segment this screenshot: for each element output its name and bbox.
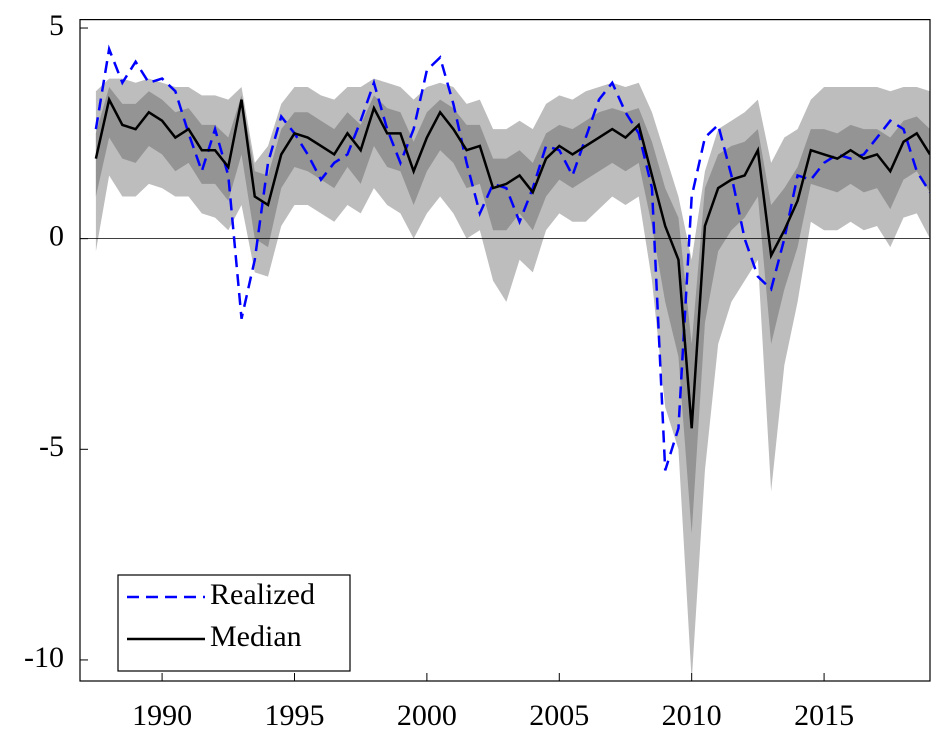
legend: Realized Median <box>117 574 351 672</box>
y-tick-label: 5 <box>49 9 64 42</box>
band <box>95 87 930 534</box>
series-line <box>94 44 930 471</box>
x-tick-label: 2015 <box>794 699 854 732</box>
legend-label: Median <box>210 620 302 653</box>
x-tick-label: 2000 <box>397 699 457 732</box>
y-tick-label: -5 <box>39 430 64 463</box>
plot <box>80 44 930 681</box>
y-tick-label: 0 <box>49 220 64 253</box>
legend-box <box>117 574 351 672</box>
x-tick-label: 2010 <box>662 699 722 732</box>
y-tick-label: -10 <box>24 641 64 674</box>
x-tick-label: 1995 <box>264 699 324 732</box>
axes-box <box>79 19 931 682</box>
series-line <box>94 96 930 429</box>
x-tick-label: 1990 <box>132 699 192 732</box>
x-tick-label: 2005 <box>529 699 589 732</box>
legend-label: Realized <box>210 578 315 611</box>
